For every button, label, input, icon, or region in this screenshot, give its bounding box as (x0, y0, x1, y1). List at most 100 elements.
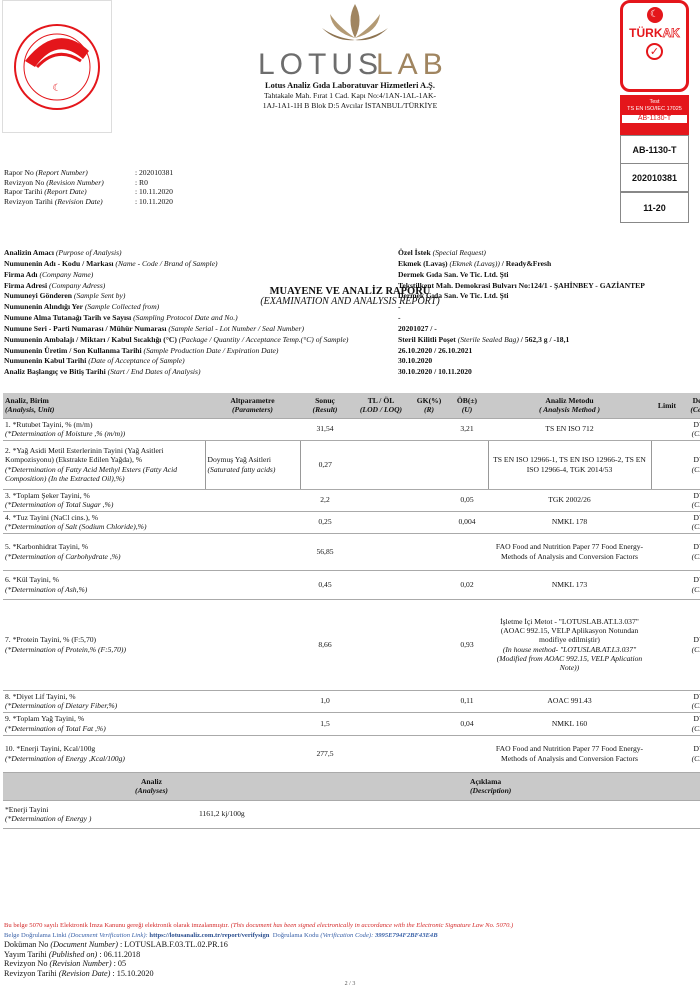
lod-cell (350, 599, 412, 691)
crescent-icon: ☾ (646, 7, 663, 23)
compliance-cell: DY(CE) (683, 712, 700, 736)
table-row: 2. *Yağ Asidi Metil Esterlerinin Tayini … (3, 440, 700, 490)
compliance-cell: DY(CE) (683, 489, 700, 512)
parameter-cell (205, 690, 300, 713)
limit-cell (651, 690, 683, 713)
table-row: 9. *Toplam Yağ Tayini, % (*Determination … (3, 712, 700, 736)
analysis-cell: 1. *Rutubet Tayini, % (m/m) (*Determinati… (3, 418, 205, 441)
method-cell: TGK 2002/26 (488, 489, 651, 512)
r-cell (412, 690, 446, 713)
info-row: Firma Adresi (Company Adress) Tekstilkent… (4, 280, 645, 290)
turkak-logo: ☾ TÜRKAK ✓ (620, 0, 689, 92)
limit-cell (651, 735, 683, 773)
table-row: 7. *Protein Tayini, % (F:5,70) (*Determin… (3, 599, 700, 691)
column-header: Sonuç (Result) (300, 393, 350, 419)
uncertainty-cell (446, 735, 488, 773)
result-cell: 0,27 (300, 440, 350, 490)
result-cell: 2,2 (300, 489, 350, 512)
info-row: Numunenin Adı - Kodu / Markası (Name - C… (4, 258, 552, 268)
accreditation-standard: Test TS EN ISO/IEC 17025 AB-1130-T (620, 95, 689, 135)
analysis-cell: 5. *Karbonhidrat Tayini, % (*Determinatio… (3, 533, 205, 571)
r-cell (412, 489, 446, 512)
table-row: 3. *Toplam Şeker Tayini, % (*Determinatio… (3, 489, 700, 512)
uncertainty-cell: 0,05 (446, 489, 488, 512)
method-cell: NMKL 160 (488, 712, 651, 736)
address-line: Tahtakale Mah. Fırat 1 Cad. Kapı No:4/1A… (264, 91, 436, 100)
column-header: Limit (651, 393, 683, 419)
page-number: 2 / 3 (344, 981, 356, 987)
analysis-cell: 4. *Tuz Tayini (NaCl cins.), % (*Determin… (3, 511, 205, 534)
lod-cell (350, 418, 412, 441)
result-cell: 1,5 (300, 712, 350, 736)
limit-cell (651, 418, 683, 441)
info-row: Firma Adı (Company Name) Dermek Gıda San.… (4, 269, 509, 279)
result-cell: 0,25 (300, 511, 350, 534)
table-row: 6. *Kül Tayini, % (*Determination of Ash,… (3, 570, 700, 600)
limit-cell (651, 533, 683, 571)
limit-cell (651, 599, 683, 691)
r-cell (412, 440, 446, 490)
report-number-box: 202010381 (620, 163, 689, 192)
column-header: Açıklama (Description) (300, 772, 700, 801)
info-row: Numune Alma Tutanağı Tarih ve Sayısı (Sa… (4, 313, 401, 323)
method-cell: TS EN ISO 712 (488, 418, 651, 441)
column-header: Analiz, Birim (Analysis, Unit) (3, 393, 205, 419)
document-info-line: Revizyon No (Revision Number) : 05 (4, 959, 127, 969)
verification-code: 3995E794F2BF43E4B (374, 931, 438, 939)
parameter-cell (205, 511, 300, 534)
verification-link[interactable]: https://lotusanaliz.com.tr/report/verify… (149, 931, 270, 939)
compliance-cell: DY(CE) (683, 570, 700, 600)
compliance-cell: DY(CE) (683, 690, 700, 713)
column-header: GK(%) (R) (412, 393, 446, 419)
parameter-cell (205, 712, 300, 736)
r-cell (412, 712, 446, 736)
lotuslab-logo: LOTUS LAB (250, 2, 460, 81)
document-info-line: Yayım Tarihi (Published on) : 06.11.2018 (4, 949, 141, 959)
lod-cell (350, 570, 412, 600)
svg-text:☾: ☾ (53, 83, 62, 94)
r-cell (412, 599, 446, 691)
info-row: Numune Seri - Parti Numarası / Mühür Num… (4, 323, 437, 333)
method-cell: İşletme İçi Metot - "LOTUSLAB.AT.L3.037"… (488, 599, 651, 691)
analysis-cell: 6. *Kül Tayini, % (*Determination of Ash,… (3, 570, 205, 600)
result-cell: 1,0 (300, 690, 350, 713)
compliance-cell: DY(CE) (683, 735, 700, 773)
info-row: Numunenin Ambalajı / Miktarı / Kabul Sıc… (4, 334, 570, 344)
column-header: Değ(Com (683, 393, 700, 419)
lod-cell (350, 735, 412, 773)
document-info-line: Revizyon Tarihi (Revision Date) : 15.10.… (4, 968, 154, 978)
result-cell: 8,66 (300, 599, 350, 691)
limit-cell (651, 712, 683, 736)
r-cell (412, 511, 446, 534)
parameter-cell (205, 418, 300, 441)
analysis-cell: 7. *Protein Tayini, % (F:5,70) (*Determin… (3, 599, 205, 691)
uncertainty-cell: 0,93 (446, 599, 488, 691)
company-name: Lotus Analiz Gıda Laboratuvar Hizmetleri… (265, 81, 435, 90)
meta-row: Rapor No (Report Number): 202010381 (4, 168, 174, 177)
checkmark-icon: ✓ (646, 43, 663, 60)
date-box: 11-20 (620, 192, 689, 223)
table-row: 10. *Enerji Tayini, Kcal/100g (*Determina… (3, 735, 700, 773)
method-cell: FAO Food and Nutrition Paper 77 Food Ene… (488, 533, 651, 571)
accreditation-code: AB-1130-T (620, 135, 689, 164)
method-cell: NMKL 173 (488, 570, 651, 600)
parameter-cell (205, 570, 300, 600)
limit-cell (651, 489, 683, 512)
sample-info: Analizin Amacı (Purpose of Analysis) Özel… (4, 248, 700, 378)
uncertainty-cell: 3,21 (446, 418, 488, 441)
lod-cell (350, 690, 412, 713)
info-row: Analizin Amacı (Purpose of Analysis) Özel… (4, 248, 486, 257)
table-row: 5. *Karbonhidrat Tayini, % (*Determinatio… (3, 533, 700, 571)
r-cell (412, 735, 446, 773)
column-header: Analiz Metodu( Analysis Method ) (488, 393, 651, 419)
meta-row: Rapor Tarihi (Report Date): 10.11.2020 (4, 187, 173, 197)
parameter-cell (205, 735, 300, 773)
uncertainty-cell (446, 440, 488, 490)
lod-cell (350, 511, 412, 534)
limit-cell (651, 440, 683, 490)
uncertainty-cell: 0,02 (446, 570, 488, 600)
info-row: Numunenin Üretim / Son Kullanma Tarihi (… (4, 345, 473, 355)
compliance-cell: DY(CE) (683, 440, 700, 490)
analysis-cell: 3. *Toplam Şeker Tayini, % (*Determinatio… (3, 489, 205, 512)
parameter-cell (205, 599, 300, 691)
